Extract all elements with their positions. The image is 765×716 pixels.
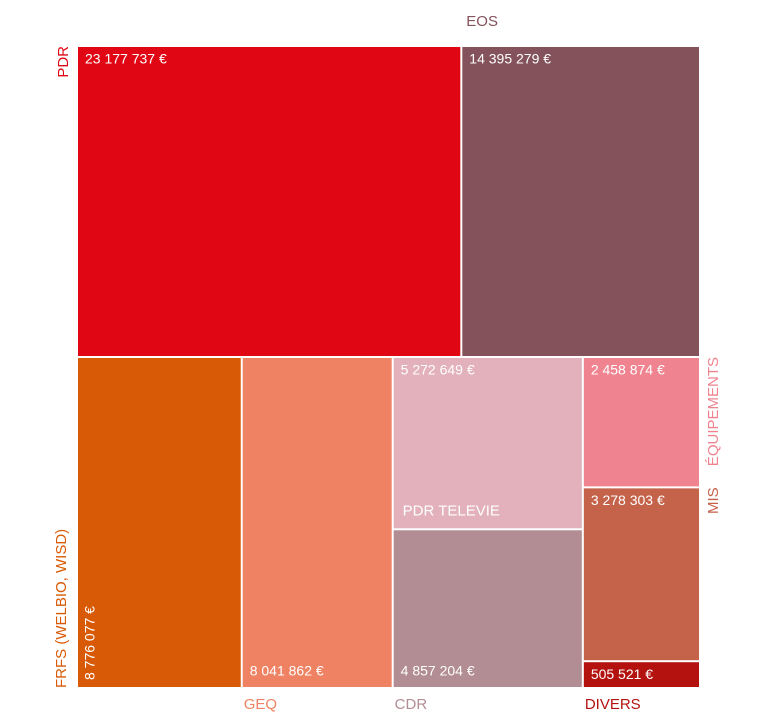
- tile: [78, 47, 461, 356]
- category-label: PDR: [55, 46, 72, 78]
- category-label: CDR: [395, 696, 428, 713]
- tile: [583, 358, 699, 487]
- value-label: 5 272 649 €: [401, 362, 475, 378]
- value-label: 3 278 303 €: [591, 492, 665, 508]
- category-label: ÉQUIPEMENTS: [705, 357, 722, 466]
- value-label: 8 776 077 €: [82, 606, 98, 680]
- value-label: 23 177 737 €: [85, 51, 167, 67]
- value-label: 8 041 862 €: [250, 663, 324, 679]
- category-label: GEQ: [244, 696, 277, 713]
- category-label: DIVERS: [585, 696, 641, 713]
- tile: [242, 358, 392, 687]
- value-label: 4 857 204 €: [401, 663, 475, 679]
- value-label: 505 521 €: [591, 666, 653, 682]
- tile: [462, 47, 699, 356]
- category-label: FRFS (WELBIO, WISD): [53, 529, 70, 688]
- category-label: EOS: [466, 13, 498, 30]
- category-label: PDR TELEVIE: [403, 502, 500, 519]
- tile: [393, 358, 582, 529]
- tile: [78, 358, 241, 687]
- tile: [583, 662, 699, 687]
- value-label: 2 458 874 €: [591, 362, 665, 378]
- tile: [393, 530, 582, 687]
- tile: [583, 488, 699, 661]
- category-label: MIS: [705, 487, 722, 514]
- value-label: 14 395 279 €: [469, 51, 551, 67]
